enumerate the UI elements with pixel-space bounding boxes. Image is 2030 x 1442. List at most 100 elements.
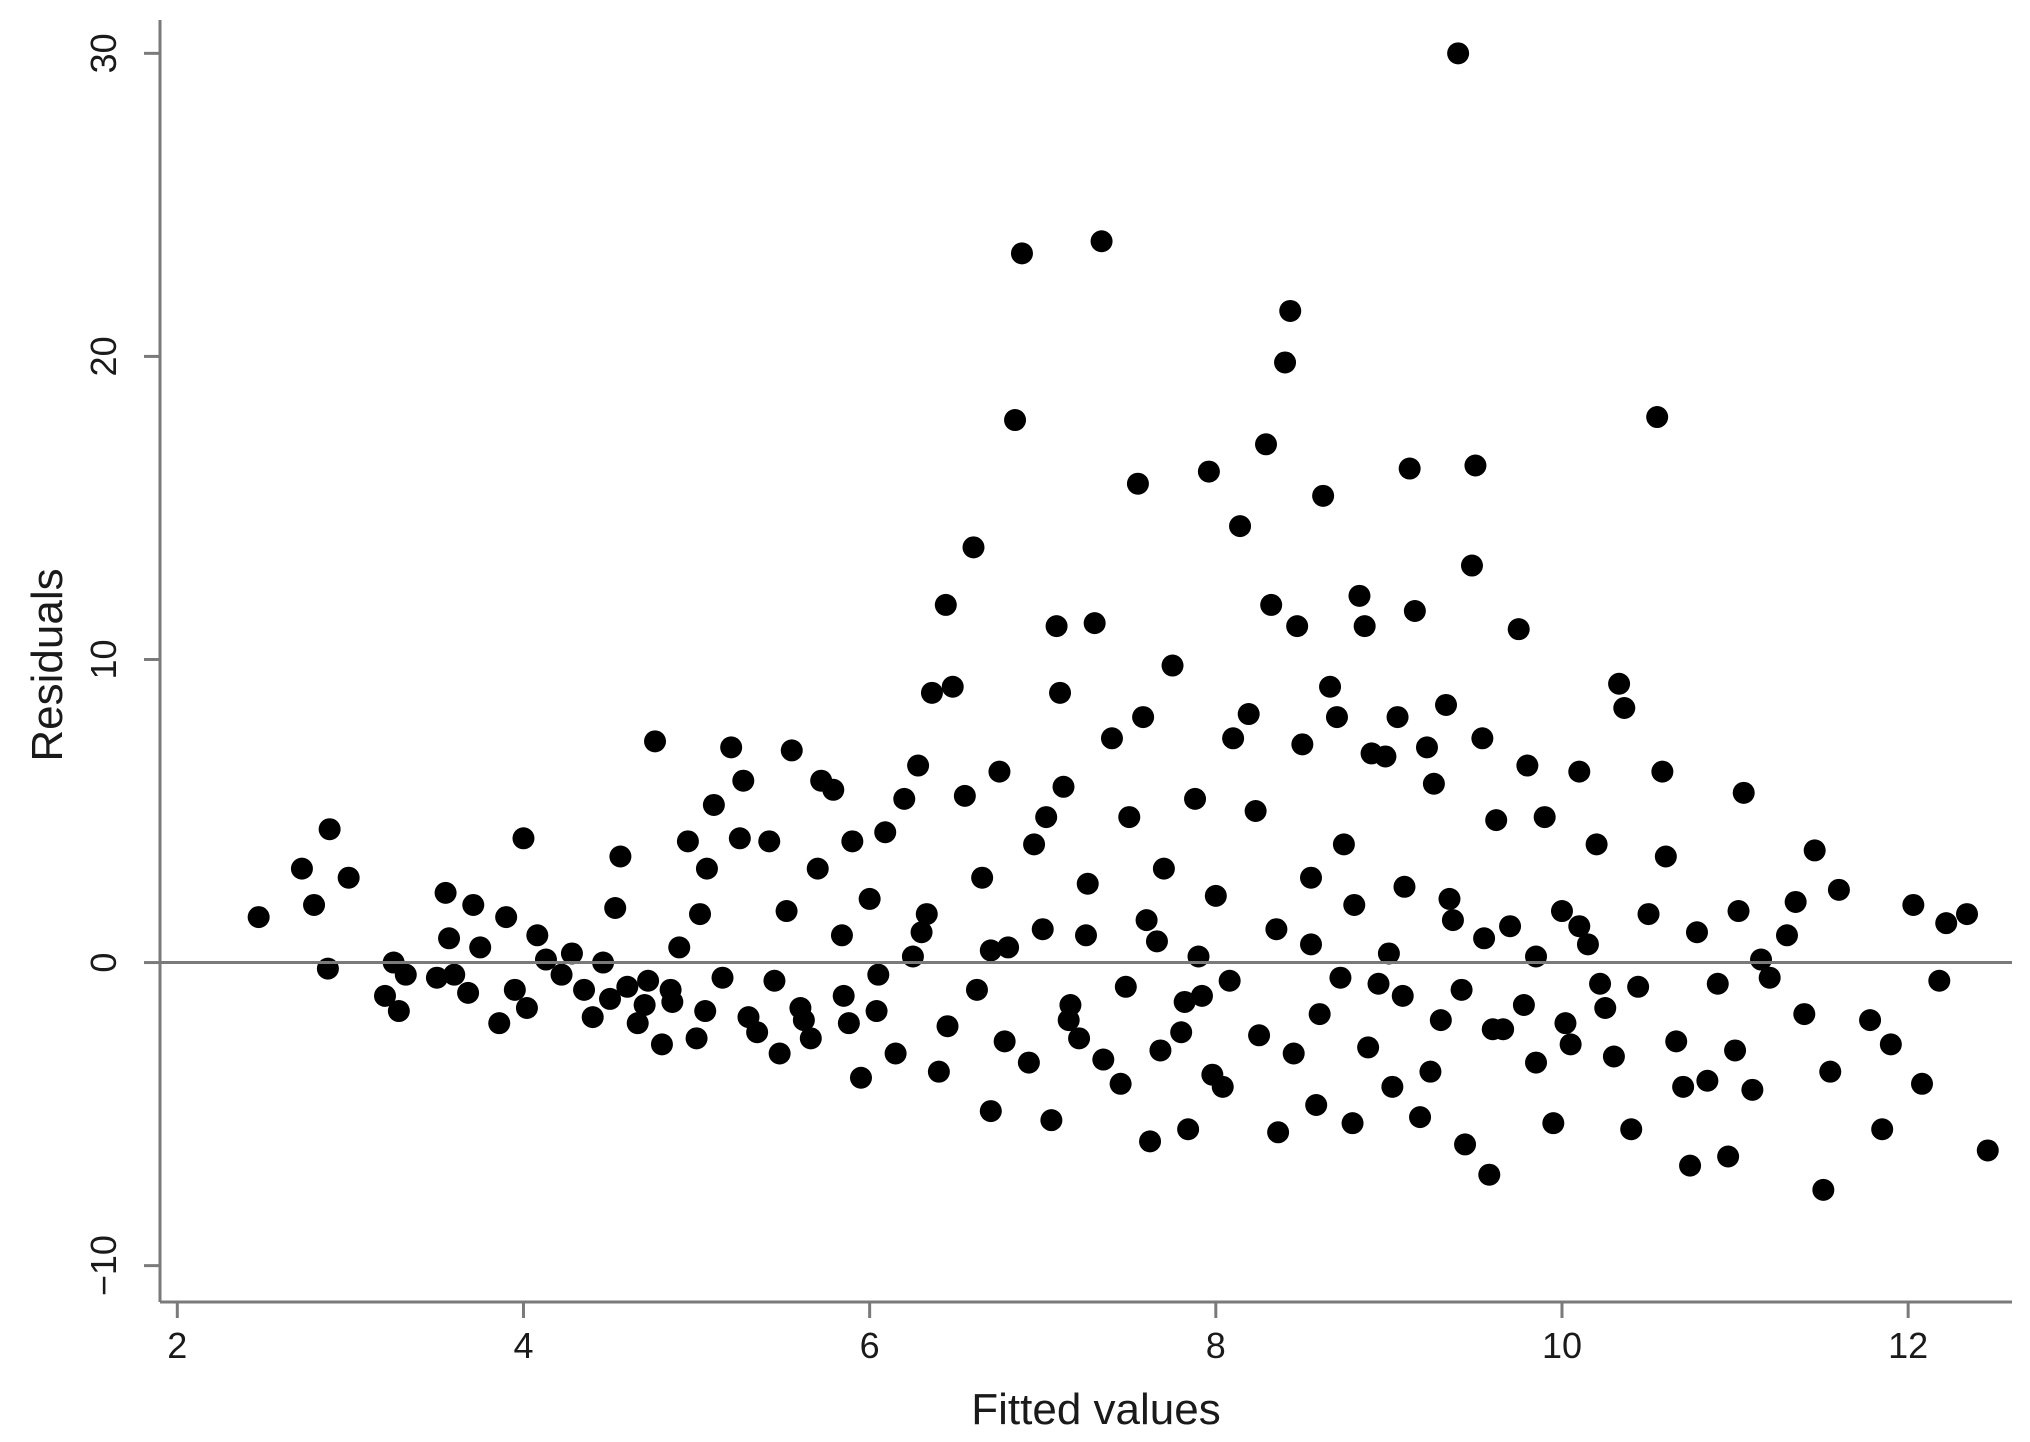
data-point: [792, 1009, 815, 1032]
data-point: [1132, 706, 1155, 729]
data-point: [1685, 921, 1708, 944]
data-point: [1902, 893, 1925, 916]
data-point: [1332, 833, 1355, 856]
data-point: [1190, 984, 1213, 1007]
data-point: [1291, 733, 1314, 756]
data-point: [1161, 654, 1184, 677]
data-point: [626, 1012, 649, 1035]
data-point: [1568, 760, 1591, 783]
data-point: [1651, 760, 1674, 783]
data-point: [609, 845, 632, 868]
x-tick-label: 4: [513, 1325, 533, 1366]
data-point: [1679, 1154, 1702, 1177]
data-point: [303, 893, 326, 916]
data-point: [1040, 1109, 1063, 1132]
data-point: [1935, 912, 1958, 935]
data-point: [934, 593, 957, 616]
data-point: [1348, 584, 1371, 607]
data-point: [858, 887, 881, 910]
data-point: [1083, 612, 1106, 635]
data-point: [1152, 857, 1175, 880]
data-point: [806, 857, 829, 880]
data-point: [1415, 736, 1438, 759]
data-point: [1750, 948, 1773, 971]
data-point: [1286, 615, 1309, 638]
data-point: [1218, 969, 1241, 992]
data-point: [560, 942, 583, 965]
data-point: [318, 818, 341, 841]
x-tick-label: 12: [1888, 1325, 1928, 1366]
data-point: [1049, 681, 1072, 704]
data-point: [425, 966, 448, 989]
data-point: [1279, 299, 1302, 322]
data-point: [830, 924, 853, 947]
data-point: [1550, 900, 1573, 923]
data-point: [316, 957, 339, 980]
data-point: [1533, 806, 1556, 829]
data-point: [644, 730, 667, 753]
data-point: [689, 903, 712, 926]
data-point: [979, 939, 1002, 962]
data-point: [573, 978, 596, 1001]
x-axis-ticks: 2 4 6 8 10 12: [167, 1302, 1928, 1366]
data-point: [1419, 1060, 1442, 1083]
data-point: [1341, 1112, 1364, 1135]
data-point: [1454, 1133, 1477, 1156]
data-point: [1717, 1145, 1740, 1168]
data-point: [849, 1066, 872, 1089]
data-point: [711, 966, 734, 989]
data-point: [1775, 924, 1798, 947]
data-point: [746, 1021, 769, 1044]
data-point: [1145, 930, 1168, 953]
data-point: [1464, 454, 1487, 477]
data-point: [1613, 696, 1636, 719]
data-point: [1672, 1075, 1695, 1098]
data-point: [685, 1027, 708, 1050]
data-point: [1319, 675, 1342, 698]
data-point: [1429, 1009, 1452, 1032]
data-point: [1602, 1045, 1625, 1068]
data-point: [1589, 972, 1612, 995]
data-point: [1267, 1121, 1290, 1144]
data-point: [867, 963, 890, 986]
data-point: [659, 978, 682, 1001]
data-point: [1485, 809, 1508, 832]
data-point: [927, 1060, 950, 1083]
data-point: [907, 754, 930, 777]
data-point: [1035, 806, 1058, 829]
data-point: [910, 921, 933, 944]
data-point: [865, 1000, 888, 1023]
data-point: [1741, 1078, 1764, 1101]
data-point: [1197, 460, 1220, 483]
data-point: [1139, 1130, 1162, 1153]
data-point: [1391, 984, 1414, 1007]
data-point: [1282, 1042, 1305, 1065]
data-point: [1827, 878, 1850, 901]
data-point: [1386, 706, 1409, 729]
x-axis-title: Fitted values: [971, 1385, 1220, 1434]
data-point: [1377, 942, 1400, 965]
data-point: [337, 866, 360, 889]
data-point: [1784, 890, 1807, 913]
data-point: [515, 997, 538, 1020]
data-point: [1255, 433, 1278, 456]
data-point: [1525, 945, 1548, 968]
data-point: [1305, 1094, 1328, 1117]
data-point: [1473, 927, 1496, 950]
data-point: [550, 963, 573, 986]
data-point: [822, 778, 845, 801]
data-point: [1654, 845, 1677, 868]
points-layer: [247, 42, 1999, 1201]
data-point: [599, 987, 622, 1010]
data-point: [732, 769, 755, 792]
data-point: [1274, 351, 1297, 374]
data-point: [1403, 599, 1426, 622]
data-point: [1460, 554, 1483, 577]
data-point: [915, 903, 938, 926]
data-point: [1149, 1039, 1172, 1062]
y-axis-ticks: −10 0 10 20 30: [83, 33, 160, 1296]
data-point: [962, 536, 985, 559]
data-point: [1265, 918, 1288, 941]
data-point: [1004, 409, 1027, 432]
x-tick-label: 8: [1206, 1325, 1226, 1366]
